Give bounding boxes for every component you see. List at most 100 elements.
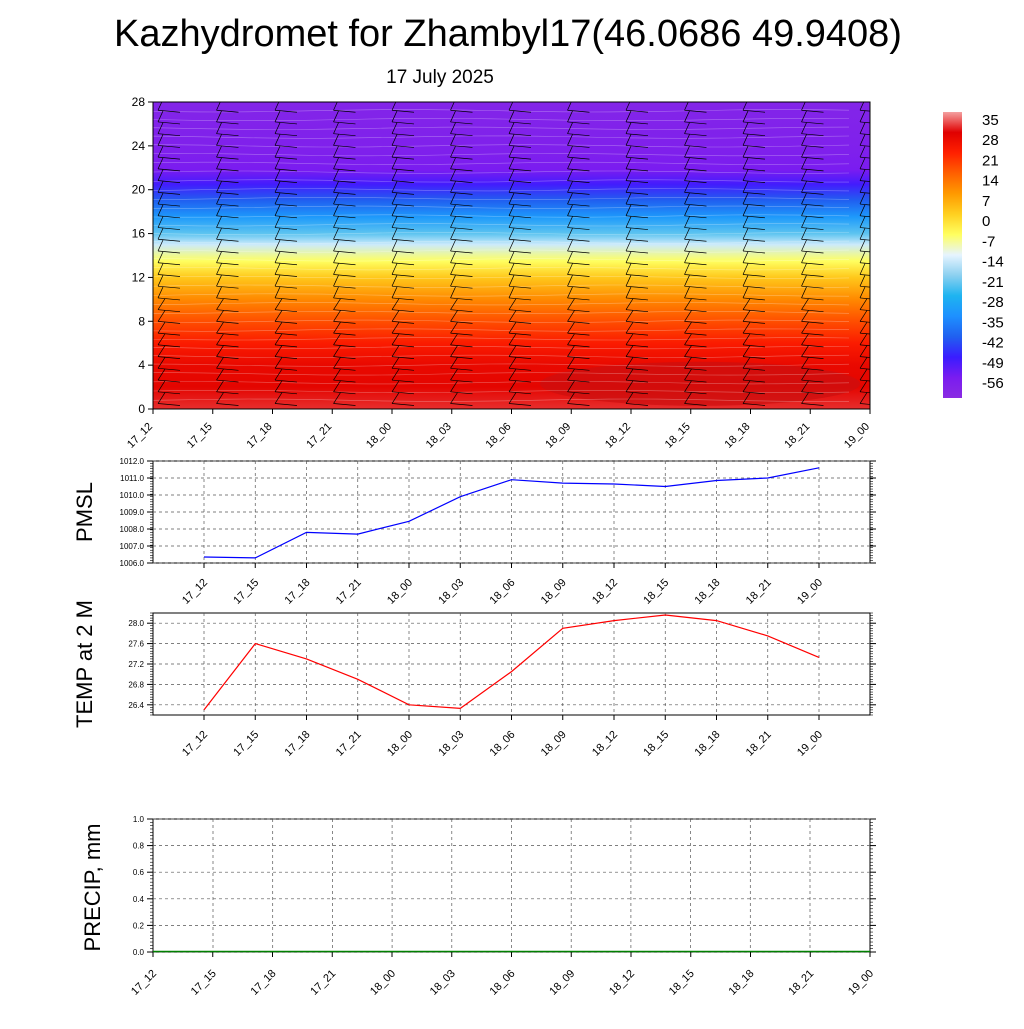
wind-barb [859, 309, 870, 311]
wind-barb [625, 275, 632, 287]
wind-barb [274, 157, 281, 170]
y-axis-label: PRECIP, mm [80, 824, 105, 952]
wind-barb [742, 238, 766, 242]
wind-barb [508, 321, 532, 324]
wind-barb [508, 298, 517, 310]
wind-barb [391, 403, 415, 406]
wind-barb [801, 239, 807, 252]
x-tick-label: 18_12 [603, 421, 633, 451]
wind-barb [274, 110, 281, 123]
wind-barb [157, 368, 166, 381]
wind-barb [625, 250, 649, 254]
wind-barb [450, 344, 473, 348]
wind-barb [684, 238, 707, 242]
wind-barb [859, 357, 868, 369]
wind-barb [508, 251, 515, 263]
wind-barb [567, 134, 573, 146]
colorbar-label: 0 [982, 213, 990, 230]
wind-barb [450, 321, 458, 334]
wind-barb [450, 121, 473, 125]
wind-barb [801, 191, 824, 195]
wind-barb [625, 180, 649, 183]
colorbar-gradient [943, 112, 962, 398]
y-tick-label: 24 [132, 139, 146, 153]
wind-barb [333, 262, 356, 266]
wind-barb [391, 238, 415, 242]
colorbar-label: -42 [982, 335, 1004, 352]
wind-barb [333, 298, 341, 310]
wind-barb [684, 239, 690, 252]
x-tick-label: 17_21 [308, 968, 338, 998]
wind-barb [450, 204, 456, 216]
wind-barb [450, 181, 456, 193]
wind-barb [742, 285, 766, 289]
wind-barb [216, 121, 239, 125]
x-tick-label: 17_21 [334, 577, 364, 607]
x-tick-label: 18_15 [641, 729, 671, 759]
wind-barb [742, 250, 766, 254]
wind-barb [508, 403, 532, 406]
wind-barb [274, 133, 298, 137]
wind-barb [625, 109, 649, 113]
wind-barb [216, 263, 222, 275]
wind-barb [274, 357, 283, 369]
wind-barb [391, 367, 415, 371]
wind-barb [801, 157, 807, 170]
x-tick-label: 17_18 [283, 729, 313, 759]
wind-barb [684, 345, 692, 357]
wind-barb [684, 145, 707, 148]
wind-barb [391, 122, 398, 134]
wind-barb [859, 345, 868, 357]
page-title: Kazhydromet for Zhambyl17(46.0686 49.940… [114, 13, 902, 55]
wind-barb [157, 239, 164, 252]
precip-chart: 0.0 0.2 0.4 0.6 0.8 1.0 17_12 17_15 17_18 17_21 18… [80, 815, 876, 998]
wind-barb [216, 203, 239, 207]
wind-barb [157, 168, 181, 172]
wind-barb [508, 274, 532, 277]
y-tick-label: 20 [132, 183, 146, 197]
contour-lines [153, 109, 850, 402]
wind-barb [567, 367, 590, 371]
wind-barb [157, 110, 164, 123]
wind-barb [333, 321, 356, 324]
wind-barb [684, 403, 707, 406]
wind-barb [684, 191, 707, 195]
wind-barb [625, 367, 649, 371]
wind-barb [801, 227, 824, 230]
wind-barb [801, 274, 824, 277]
wind-barb [859, 391, 870, 394]
wind-barb [625, 321, 649, 324]
wind-barb [684, 344, 707, 348]
wind-barb [157, 204, 164, 216]
wind-barb [684, 146, 690, 158]
wind-barb [450, 227, 473, 230]
contour-line [153, 258, 850, 262]
wind-barb [333, 102, 338, 111]
wind-barb [333, 238, 356, 242]
wind-barb [801, 403, 824, 406]
wind-barb [859, 168, 870, 171]
wind-barb [450, 309, 473, 313]
wind-barb [450, 379, 473, 383]
wind-barb [216, 321, 224, 334]
wind-barb [742, 298, 751, 310]
wind-barb [216, 298, 224, 310]
wind-barb [567, 298, 575, 310]
wind-barb [625, 215, 649, 219]
wind-barb [742, 204, 749, 216]
wind-barb [216, 169, 222, 181]
wind-barb [216, 133, 239, 137]
wind-barb [508, 110, 515, 123]
wind-barb [625, 121, 649, 125]
wind-barb [567, 168, 590, 172]
wind-barb [625, 110, 632, 123]
wind-barb [274, 145, 298, 148]
wind-barb [157, 321, 166, 334]
wind-barb [157, 403, 181, 406]
wind-barb [508, 392, 517, 404]
wind-barb [625, 181, 632, 193]
wind-barb [684, 133, 707, 137]
wind-barb [801, 379, 824, 383]
wind-barb [157, 157, 164, 170]
wind-barb [684, 391, 707, 395]
